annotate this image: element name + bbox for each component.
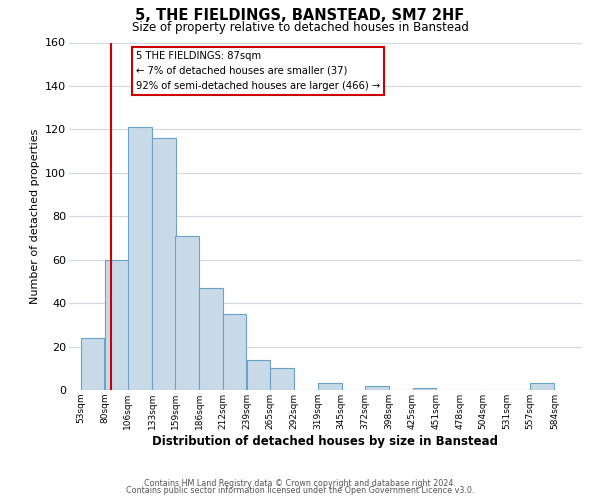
Bar (413, 388, 436, 390)
Bar (152, 138, 176, 390)
Bar (223, 314, 247, 390)
Bar (270, 368, 293, 390)
Bar (530, 384, 554, 390)
Text: 5 THE FIELDINGS: 87sqm
← 7% of detached houses are smaller (37)
92% of semi-deta: 5 THE FIELDINGS: 87sqm ← 7% of detached … (136, 51, 380, 91)
Bar (175, 236, 199, 390)
Bar (318, 384, 342, 390)
Text: Contains public sector information licensed under the Open Government Licence v3: Contains public sector information licen… (126, 486, 474, 495)
Bar (247, 360, 271, 390)
Bar (199, 288, 223, 390)
Bar (365, 386, 389, 390)
Y-axis label: Number of detached properties: Number of detached properties (29, 128, 40, 304)
Bar (128, 127, 152, 390)
Text: Contains HM Land Registry data © Crown copyright and database right 2024.: Contains HM Land Registry data © Crown c… (144, 478, 456, 488)
X-axis label: Distribution of detached houses by size in Banstead: Distribution of detached houses by size … (152, 434, 499, 448)
Bar (105, 260, 128, 390)
Text: Size of property relative to detached houses in Banstead: Size of property relative to detached ho… (131, 21, 469, 34)
Bar (81, 338, 104, 390)
Text: 5, THE FIELDINGS, BANSTEAD, SM7 2HF: 5, THE FIELDINGS, BANSTEAD, SM7 2HF (136, 8, 464, 22)
